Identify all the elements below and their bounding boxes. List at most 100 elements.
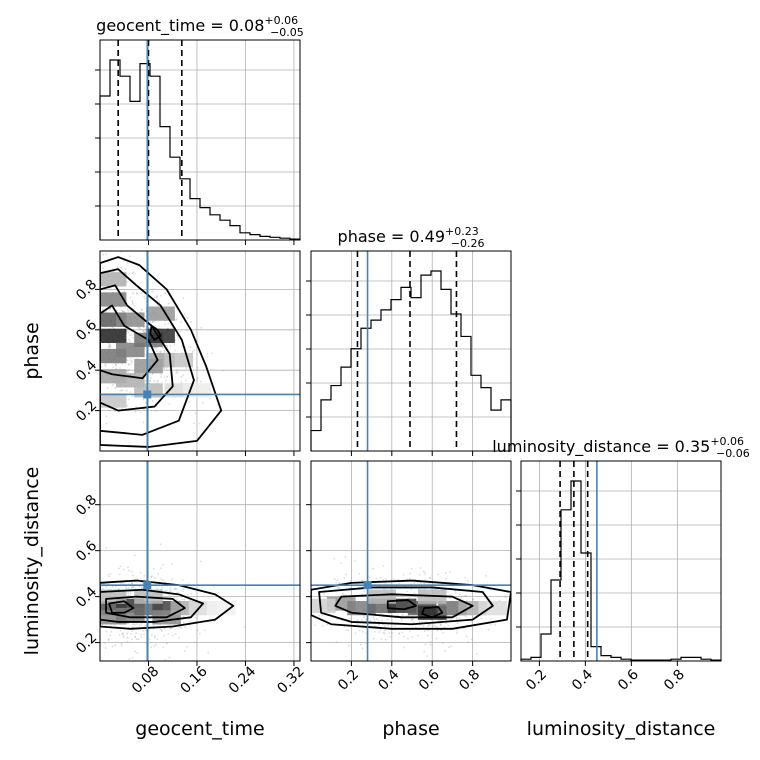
sample-point bbox=[196, 629, 199, 632]
sample-point bbox=[442, 631, 445, 634]
sample-point bbox=[152, 567, 155, 570]
sample-point bbox=[181, 598, 184, 601]
sample-point bbox=[167, 632, 170, 635]
sample-point bbox=[130, 570, 133, 573]
sample-point bbox=[126, 341, 129, 343]
contour-line bbox=[100, 284, 174, 412]
sample-point bbox=[106, 242, 108, 244]
x-axis-label-phase: phase bbox=[382, 718, 439, 740]
sample-point bbox=[361, 579, 364, 582]
sample-point bbox=[206, 352, 209, 355]
sample-point bbox=[375, 577, 378, 580]
sample-point bbox=[126, 636, 129, 639]
sample-point bbox=[428, 624, 431, 626]
sample-point bbox=[96, 358, 98, 360]
sample-point bbox=[424, 643, 427, 646]
sample-point bbox=[113, 624, 116, 626]
sample-point bbox=[402, 573, 405, 576]
sample-point bbox=[141, 308, 143, 311]
sample-point bbox=[105, 253, 108, 256]
sample-point bbox=[119, 367, 121, 369]
sample-point bbox=[93, 607, 95, 609]
sample-point bbox=[131, 657, 134, 659]
sample-point bbox=[410, 588, 413, 591]
sample-point bbox=[336, 579, 339, 582]
sample-point bbox=[150, 634, 153, 636]
sample-point bbox=[349, 617, 352, 620]
sample-point bbox=[445, 572, 447, 574]
sample-point bbox=[384, 625, 386, 628]
title-minus: −0.05 bbox=[270, 26, 304, 39]
sample-point bbox=[107, 639, 110, 642]
sample-point bbox=[108, 344, 111, 346]
sample-point bbox=[423, 571, 426, 574]
sample-point bbox=[98, 587, 100, 589]
x-tick-label: 0.32 bbox=[274, 663, 307, 696]
sample-point bbox=[314, 624, 317, 627]
sample-point bbox=[166, 642, 168, 645]
sample-point bbox=[169, 345, 172, 348]
sample-point bbox=[127, 362, 130, 365]
sample-point bbox=[126, 632, 129, 635]
sample-point bbox=[115, 363, 117, 366]
sample-point bbox=[184, 379, 187, 382]
sample-point bbox=[368, 576, 371, 579]
sample-point bbox=[119, 629, 122, 632]
sample-point bbox=[387, 624, 389, 627]
sample-point bbox=[141, 586, 144, 589]
sample-point bbox=[405, 614, 408, 617]
panel-title-phase: phase = 0.49+0.23 −0.26 bbox=[338, 225, 485, 250]
panel-title-luminosity_distance: luminosity_distance = 0.35+0.06 −0.06 bbox=[492, 435, 750, 460]
contour-line bbox=[100, 304, 159, 380]
sample-point bbox=[121, 309, 123, 312]
sample-point bbox=[156, 349, 158, 352]
sample-point bbox=[98, 425, 100, 427]
sample-point bbox=[436, 626, 438, 629]
sample-point bbox=[365, 618, 367, 620]
panel-frame bbox=[310, 250, 512, 452]
sample-point bbox=[95, 302, 97, 304]
contour-line bbox=[318, 586, 494, 626]
sample-point bbox=[392, 578, 395, 581]
sample-point bbox=[402, 646, 405, 649]
sample-point bbox=[489, 623, 492, 626]
sample-point bbox=[411, 636, 414, 638]
sample-point bbox=[163, 351, 166, 354]
sample-point bbox=[398, 632, 400, 635]
sample-point bbox=[137, 638, 140, 641]
sample-point bbox=[162, 646, 165, 649]
sample-point bbox=[396, 614, 399, 616]
sample-point bbox=[140, 623, 143, 625]
sample-point bbox=[87, 314, 89, 316]
sample-point bbox=[297, 643, 299, 645]
sample-point bbox=[130, 335, 133, 337]
sample-point bbox=[144, 297, 147, 300]
sample-point bbox=[410, 619, 413, 622]
sample-point bbox=[398, 632, 401, 635]
sample-point bbox=[105, 415, 108, 418]
sample-point bbox=[153, 577, 156, 579]
sample-point bbox=[192, 349, 195, 352]
sample-point bbox=[323, 593, 325, 596]
sample-point bbox=[163, 366, 166, 369]
sample-point bbox=[152, 624, 155, 627]
sample-point bbox=[322, 625, 324, 627]
sample-point bbox=[91, 421, 93, 423]
sample-point bbox=[183, 312, 186, 315]
sample-point bbox=[153, 645, 155, 648]
sample-point bbox=[114, 644, 117, 647]
sample-point bbox=[130, 632, 132, 635]
sample-point bbox=[338, 587, 341, 590]
sample-point bbox=[107, 638, 110, 641]
sample-point bbox=[183, 650, 186, 652]
sample-point bbox=[194, 412, 197, 415]
sample-point bbox=[133, 305, 136, 307]
sample-point bbox=[80, 614, 82, 616]
sample-point bbox=[163, 376, 166, 379]
sample-point bbox=[417, 634, 419, 637]
sample-point bbox=[400, 619, 403, 622]
sample-point bbox=[200, 326, 203, 329]
sample-point bbox=[168, 403, 170, 405]
sample-point bbox=[142, 330, 145, 333]
sample-point bbox=[454, 591, 457, 594]
